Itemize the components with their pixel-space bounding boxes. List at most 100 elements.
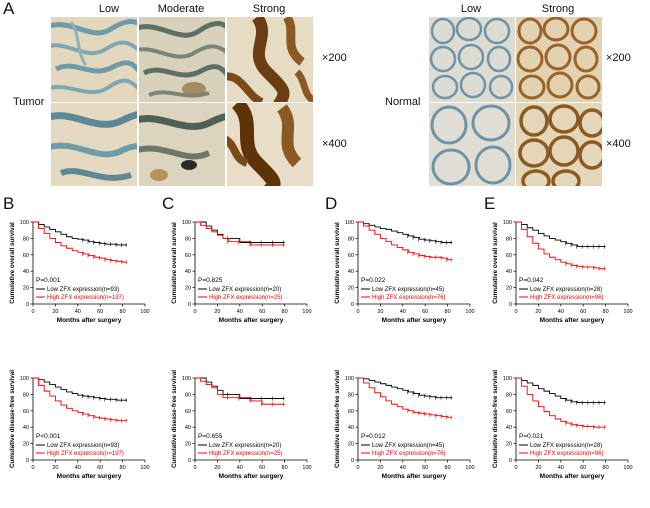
y-tick-label: 40 xyxy=(348,269,354,275)
x-tick-label: 80 xyxy=(282,465,288,471)
x-axis-title: Months after surgery xyxy=(540,473,605,480)
micrograph-normal-low-x200 xyxy=(428,16,516,103)
km-chart-b-top: 0 20 40 60 80 100 0 20 40 60 80 100 Months after sur… xyxy=(9,220,150,324)
y-tick-label: 40 xyxy=(23,425,29,431)
y-tick-label: 20 xyxy=(185,442,191,448)
y-tick-label: 40 xyxy=(185,425,191,431)
y-tick-label: 20 xyxy=(506,442,512,448)
legend-label: High ZFX expression(n=197) xyxy=(47,295,124,301)
y-tick-label: 100 xyxy=(20,376,29,382)
y-axis-title: Cumulative disease-free survival xyxy=(171,370,178,468)
x-tick-label: 0 xyxy=(193,465,196,471)
x-tick-label: 0 xyxy=(514,465,517,471)
high-zfx-curve xyxy=(195,377,285,405)
x-tick-label: 0 xyxy=(31,465,34,471)
km-chart-e-bottom: 0 20 40 60 80 100 0 20 40 60 80 100 Months after sur… xyxy=(492,370,633,480)
low-zfx-curve xyxy=(195,221,285,243)
x-tick-label: 100 xyxy=(302,465,311,471)
y-tick-label: 100 xyxy=(503,220,512,226)
x-axis-title: Months after surgery xyxy=(57,473,122,480)
micrograph-tumor-strong-x200 xyxy=(226,16,314,103)
high-zfx-curve xyxy=(358,377,453,418)
panel-letter-c: C xyxy=(162,194,175,213)
x-tick-label: 100 xyxy=(623,309,632,315)
p-value: P<0.001 xyxy=(36,433,61,440)
y-tick-label: 40 xyxy=(506,269,512,275)
legend-label: Low ZFX expression(n=20) xyxy=(209,443,281,449)
y-axis-title: Cumulative overall survival xyxy=(492,222,499,304)
y-tick-label: 0 xyxy=(351,302,354,308)
legend-label: Low ZFX expression(n=93) xyxy=(47,443,119,449)
high-zfx-curve xyxy=(358,221,453,261)
micrograph-normal-low-x400 xyxy=(428,102,516,187)
high-zfx-curve xyxy=(33,221,128,263)
x-tick-label: 0 xyxy=(514,309,517,315)
normal-mag-200: ×200 xyxy=(606,52,631,64)
tumor-row-label: Tumor xyxy=(13,96,45,108)
low-zfx-curve xyxy=(33,377,128,401)
legend-label: High ZFX expression(n=96) xyxy=(530,295,604,301)
legend-label: Low ZFX expression(n=28) xyxy=(530,443,602,449)
km-chart-d-top: 0 20 40 60 80 100 0 20 40 60 80 100 Months after sur… xyxy=(334,220,475,324)
x-axis-title: Months after surgery xyxy=(382,473,447,480)
high-zfx-curve xyxy=(516,377,606,428)
y-tick-label: 0 xyxy=(188,302,191,308)
y-tick-label: 60 xyxy=(185,409,191,415)
tumor-col-strong: Strong xyxy=(252,3,286,15)
y-tick-label: 60 xyxy=(506,409,512,415)
x-tick-label: 40 xyxy=(400,465,406,471)
x-tick-label: 60 xyxy=(580,465,586,471)
low-zfx-curve xyxy=(358,221,453,243)
x-tick-label: 100 xyxy=(623,465,632,471)
panel-letter-d: D xyxy=(325,194,338,213)
legend-label: High ZFX expression(n=25) xyxy=(209,451,283,457)
y-tick-label: 80 xyxy=(506,236,512,242)
micrograph-tumor-low-x400 xyxy=(50,102,138,187)
panel-letter-a: A xyxy=(3,0,15,18)
x-tick-label: 80 xyxy=(603,309,609,315)
legend-label: Low ZFX expression(n=93) xyxy=(47,287,119,293)
low-zfx-curve xyxy=(358,377,453,399)
y-tick-label: 40 xyxy=(185,269,191,275)
x-tick-label: 0 xyxy=(193,309,196,315)
y-tick-label: 60 xyxy=(185,253,191,259)
p-value: P=0.021 xyxy=(519,433,544,440)
tumor-mag-400: ×400 xyxy=(322,138,347,150)
x-axis-title: Months after surgery xyxy=(57,317,122,324)
tumor-col-moderate: Moderate xyxy=(157,3,205,15)
y-tick-label: 0 xyxy=(26,458,29,464)
micrograph-tumor-moderate-x400 xyxy=(138,102,226,187)
y-tick-label: 60 xyxy=(506,253,512,259)
normal-row-label: Normal xyxy=(385,96,421,108)
x-axis-title: Months after surgery xyxy=(540,317,605,324)
normal-col-strong: Strong xyxy=(541,3,575,15)
legend-label: Low ZFX expression(n=20) xyxy=(209,287,281,293)
tumor-col-low: Low xyxy=(98,3,120,15)
x-tick-label: 20 xyxy=(214,465,220,471)
x-tick-label: 20 xyxy=(377,465,383,471)
x-tick-label: 60 xyxy=(97,309,103,315)
x-tick-label: 80 xyxy=(120,309,126,315)
x-axis-title: Months after surgery xyxy=(382,317,447,324)
y-tick-label: 100 xyxy=(182,376,191,382)
p-value: P=0.012 xyxy=(361,433,386,440)
x-tick-label: 60 xyxy=(97,465,103,471)
x-tick-label: 20 xyxy=(214,309,220,315)
y-tick-label: 0 xyxy=(188,458,191,464)
y-tick-label: 20 xyxy=(348,286,354,292)
x-axis-title: Months after surgery xyxy=(219,473,284,480)
x-tick-label: 20 xyxy=(377,309,383,315)
low-zfx-curve xyxy=(195,377,285,399)
panel-letter-b: B xyxy=(3,194,15,213)
y-tick-label: 60 xyxy=(23,253,29,259)
p-value: P=0.042 xyxy=(519,277,544,284)
x-tick-label: 100 xyxy=(302,309,311,315)
legend-label: High ZFX expression(n=76) xyxy=(372,295,446,301)
y-tick-label: 20 xyxy=(348,442,354,448)
x-tick-label: 40 xyxy=(75,309,81,315)
x-tick-label: 80 xyxy=(282,309,288,315)
x-tick-label: 60 xyxy=(259,309,265,315)
legend-label: High ZFX expression(n=96) xyxy=(530,451,604,457)
legend-label: High ZFX expression(n=197) xyxy=(47,451,124,457)
